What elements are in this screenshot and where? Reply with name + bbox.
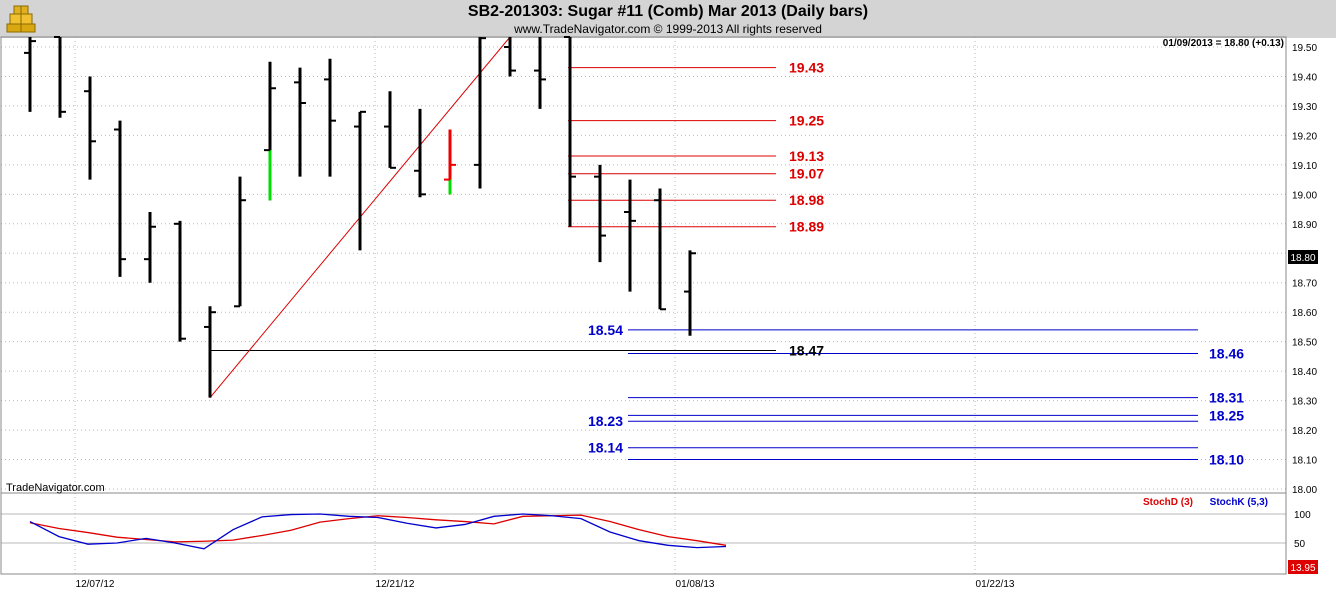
y-tick-label: 19.00 [1292,190,1317,201]
stochk-legend: StochK (5,3) [1210,497,1268,508]
stoch-tick-label: 100 [1294,510,1311,521]
y-tick-label: 18.20 [1292,426,1317,437]
resistance-label: 18.98 [789,192,824,208]
price-panel-frame [0,36,1287,494]
stochd-line [29,514,727,546]
level-lines: 19.43 19.25 19.13 19.07 18.98 18.89 18.54 18.23… [209,60,1244,468]
y-tick-label: 19.30 [1292,102,1317,113]
support-label-right: 18.10 [1209,452,1244,468]
resistance-label: 18.89 [789,219,824,235]
y-tick-label: 18.60 [1292,308,1317,319]
y-tick-label: 18.10 [1292,456,1317,467]
resistance-label: 19.07 [789,166,824,182]
chart-subtitle: www.TradeNavigator.com © 1999-2013 All r… [514,22,822,36]
resistance-label: 19.13 [789,148,824,164]
y-tick-label: 19.10 [1292,161,1317,172]
current-stoch-marker [1288,560,1318,574]
trade-navigator-logo-icon [6,5,36,33]
x-tick-label: 01/22/13 [976,579,1015,590]
current-stoch-label: 13.95 [1290,563,1315,574]
resistance-label: 19.43 [789,60,824,76]
watermark-text: TradeNavigator.com [6,482,105,494]
chart-title: SB2-201303: Sugar #11 (Comb) Mar 2013 (D… [467,3,869,20]
current-price-label: 18.80 [1290,253,1315,264]
x-tick-label: 01/08/13 [676,579,715,590]
y-tick-label: 18.00 [1292,485,1317,496]
y-tick-label: 18.40 [1292,367,1317,378]
y-tick-label: 18.70 [1292,279,1317,290]
current-price-marker [1288,250,1318,264]
support-label-right: 18.25 [1209,407,1244,423]
axis-ticks: 19.50 19.40 19.30 19.20 19.10 19.00 18.90 18.80… [76,43,1318,590]
support-label-right: 18.46 [1209,345,1244,361]
stochastic-panel-frame [0,492,1287,575]
stochastic-lines [29,513,727,550]
y-tick-label: 19.50 [1292,43,1317,54]
y-tick-label: 18.30 [1292,397,1317,408]
title-bar: SB2-201303: Sugar #11 (Comb) Mar 2013 (D… [0,0,1336,38]
support-label-left: 18.23 [588,413,623,429]
resistance-label: 19.25 [789,113,824,129]
x-tick-label: 12/21/12 [376,579,415,590]
support-label-left: 18.14 [588,440,623,456]
x-tick-label: 12/07/12 [76,579,115,590]
support-label-left: 18.54 [588,322,623,338]
stochk-line [29,513,727,550]
y-tick-label: 18.90 [1292,220,1317,231]
stochd-legend: StochD (3) [1143,497,1193,508]
grid-lines [1,37,1286,574]
y-tick-label: 19.20 [1292,131,1317,142]
support-label-right: 18.31 [1209,390,1244,406]
last-price-readout: 01/09/2013 = 18.80 (+0.13) [1163,38,1284,49]
ohlc-bars [24,36,696,398]
marked-level-label: 18.47 [789,343,824,359]
y-tick-label: 18.50 [1292,338,1317,349]
y-tick-label: 19.40 [1292,72,1317,83]
stoch-tick-label: 50 [1294,539,1306,550]
